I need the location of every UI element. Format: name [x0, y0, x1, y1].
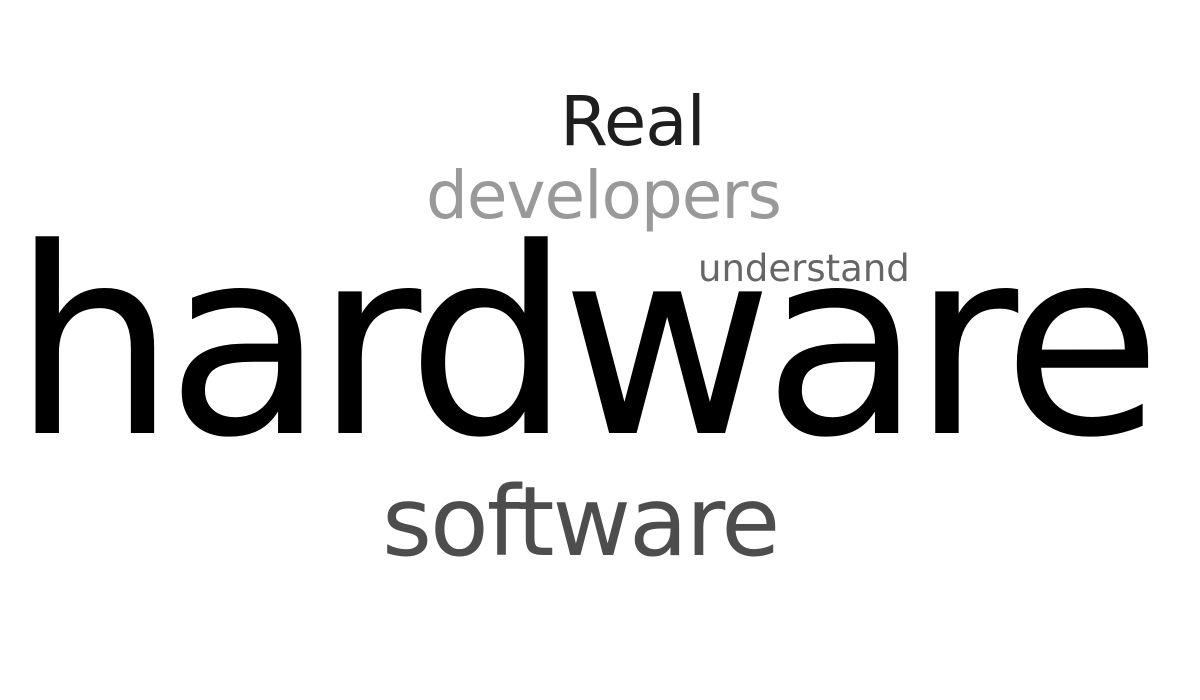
- word-understand: understand: [698, 247, 910, 290]
- word-developers: developers: [426, 157, 782, 234]
- word-software: software: [382, 466, 780, 578]
- word-real: Real: [560, 82, 706, 162]
- word-hardware: hardware: [12, 194, 1162, 495]
